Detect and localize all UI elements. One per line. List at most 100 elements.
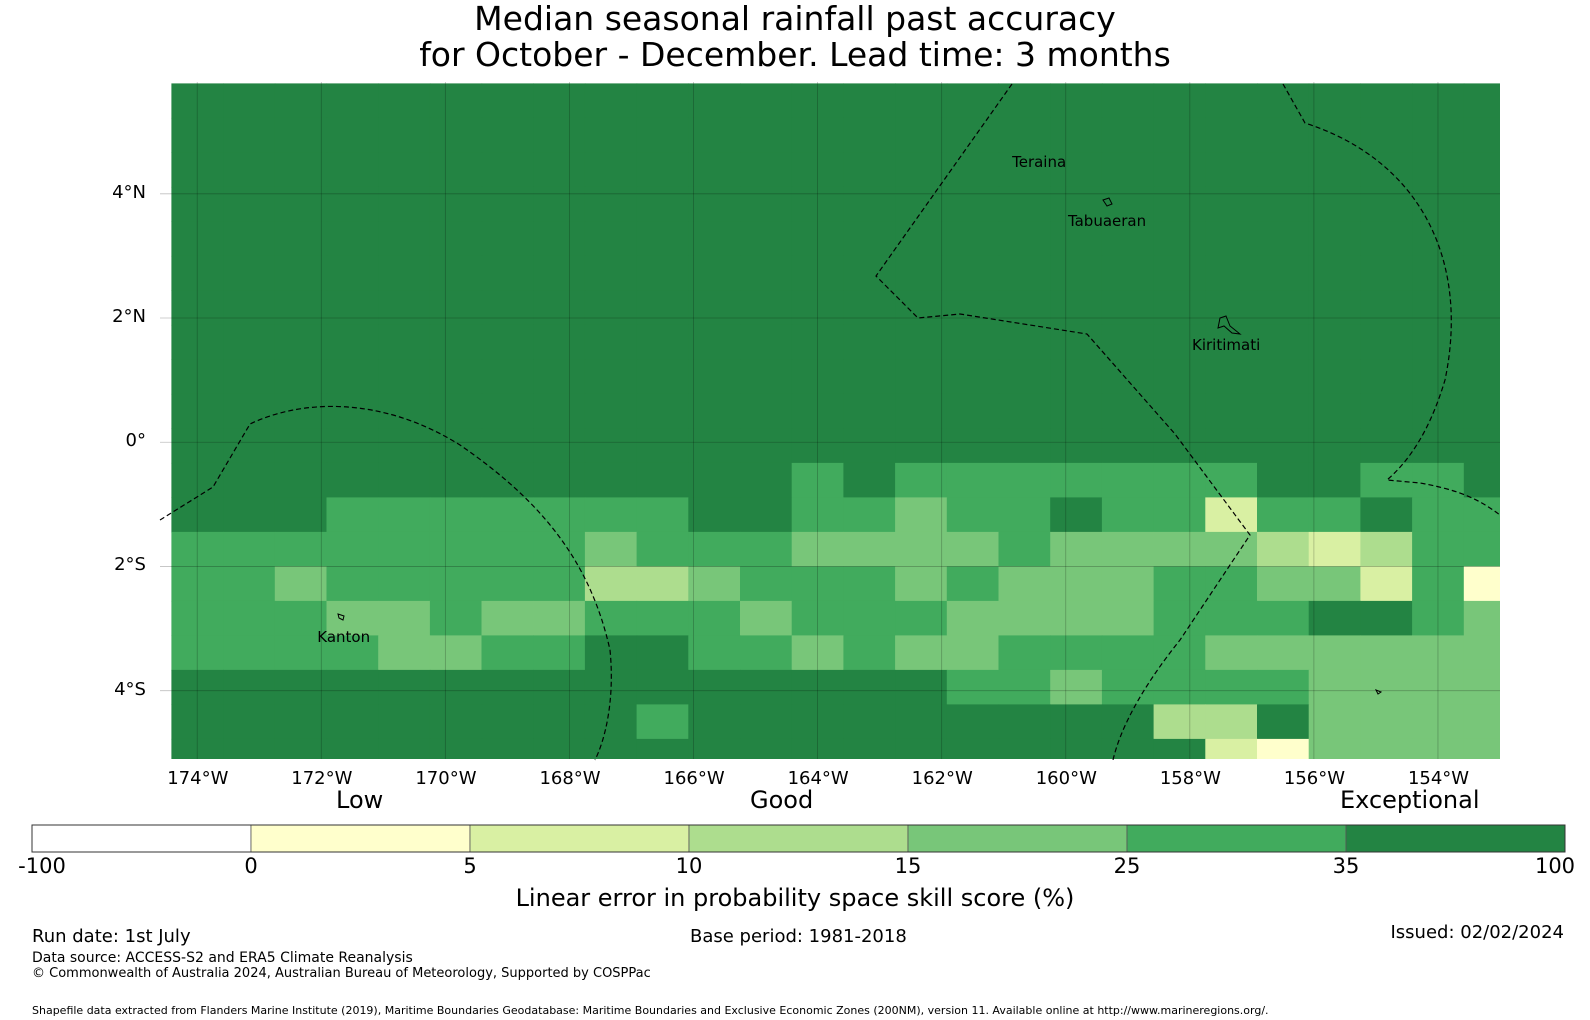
grid-cell [481, 186, 534, 222]
grid-cell [843, 393, 896, 429]
grid-cell [1412, 704, 1465, 740]
grid-cell [946, 324, 1000, 360]
grid-cell [1153, 117, 1206, 153]
grid-cell [326, 600, 379, 636]
grid-cell [481, 531, 534, 567]
grid-cell [1205, 704, 1258, 740]
grid-cell [688, 359, 741, 395]
grid-cell [584, 635, 638, 671]
grid-cell [223, 221, 276, 257]
grid-cell [1153, 393, 1206, 429]
base-period: Base period: 1981-2018 [690, 926, 907, 947]
lat-tick-label: 2°N [112, 306, 146, 328]
grid-cell [895, 531, 948, 567]
grid-cell [1101, 497, 1155, 533]
grid-cell [584, 83, 638, 119]
grid-cell [1153, 600, 1206, 636]
grid-cell [740, 635, 793, 671]
grid-cell [1360, 531, 1413, 567]
grid-cell [791, 600, 844, 636]
lon-tick-label: 154°W [1407, 768, 1470, 789]
grid-cell [636, 531, 689, 567]
grid-cell [481, 497, 534, 533]
grid-cell [1205, 359, 1258, 395]
grid-cell [1257, 497, 1310, 533]
lon-tick-label: 164°W [787, 768, 849, 789]
grid-cell [895, 186, 948, 222]
grid-cell [740, 359, 793, 395]
chart-title-line1: Median seasonal rainfall past accuracy [474, 0, 1116, 38]
grid-cell [740, 117, 793, 153]
grid-cell [1257, 359, 1310, 395]
grid-cell [843, 635, 896, 671]
grid-cell [1463, 359, 1500, 395]
grid-cell [998, 186, 1051, 222]
grid-cell [1412, 83, 1465, 119]
grid-cell [1101, 221, 1155, 257]
grid-cell [843, 738, 896, 759]
colorbar-segment [688, 824, 909, 853]
grid-cell [429, 566, 483, 602]
grid-cell [533, 566, 586, 602]
grid-cell [378, 117, 431, 153]
grid-cell [584, 186, 638, 222]
grid-cell [998, 462, 1051, 498]
grid-cell [274, 359, 328, 395]
grid-cell [533, 83, 586, 119]
grid-cell [740, 83, 793, 119]
grid-cell [1257, 393, 1310, 429]
grid-cell [998, 669, 1051, 705]
grid-cell [223, 83, 276, 119]
grid-cell [533, 255, 586, 291]
grid-cell [171, 324, 224, 360]
grid-cell [1153, 462, 1206, 498]
grid-cell [1153, 83, 1206, 119]
grid-cell [740, 290, 793, 326]
grid-cell [326, 324, 379, 360]
chart-title-line2: for October - December. Lead time: 3 mon… [419, 35, 1171, 74]
grid-cell [636, 428, 689, 464]
grid-cell [1308, 635, 1361, 671]
grid-cell [1050, 635, 1103, 671]
lat-tick-label: 4°S [114, 678, 146, 700]
grid-cell [688, 83, 741, 119]
lon-tick-label: 158°W [1159, 768, 1221, 789]
grid-cell [223, 152, 276, 188]
grid-cell [326, 117, 379, 153]
grid-cell [378, 600, 431, 636]
grid-cell [274, 635, 328, 671]
grid-cell [1308, 393, 1361, 429]
skill-grid-cells [171, 83, 1500, 759]
grid-cell [1308, 324, 1361, 360]
grid-cell [274, 738, 328, 759]
grid-cell [998, 497, 1051, 533]
grid-cell [946, 566, 1000, 602]
grid-cell [1360, 152, 1413, 188]
grid-cell [688, 186, 741, 222]
grid-cell [1360, 186, 1413, 222]
island-tabuaeran-shape [1102, 197, 1113, 207]
grid-cell [1360, 669, 1413, 705]
grid-cell [533, 393, 586, 429]
grid-cell [378, 428, 431, 464]
grid-cell [1205, 152, 1258, 188]
grid-cell [274, 600, 328, 636]
grid-cell [688, 531, 741, 567]
grid-cell [171, 704, 224, 740]
grid-cell [843, 669, 896, 705]
grid-cell [481, 359, 534, 395]
colorbar-tick-label: 15 [894, 854, 922, 878]
grid-cell [1101, 531, 1155, 567]
grid-cell [533, 152, 586, 188]
grid-cell [326, 669, 379, 705]
shapefile-credit: Shapefile data extracted from Flanders M… [32, 1004, 1269, 1017]
grid-cell [1308, 566, 1361, 602]
grid-cell [791, 738, 844, 759]
grid-cell [326, 738, 379, 759]
grid-cell [429, 497, 483, 533]
grid-cell [1360, 83, 1413, 119]
colorbar-tick-label: 0 [244, 854, 258, 878]
grid-cell [1050, 255, 1103, 291]
grid-cell [740, 255, 793, 291]
grid-cell [1050, 186, 1103, 222]
